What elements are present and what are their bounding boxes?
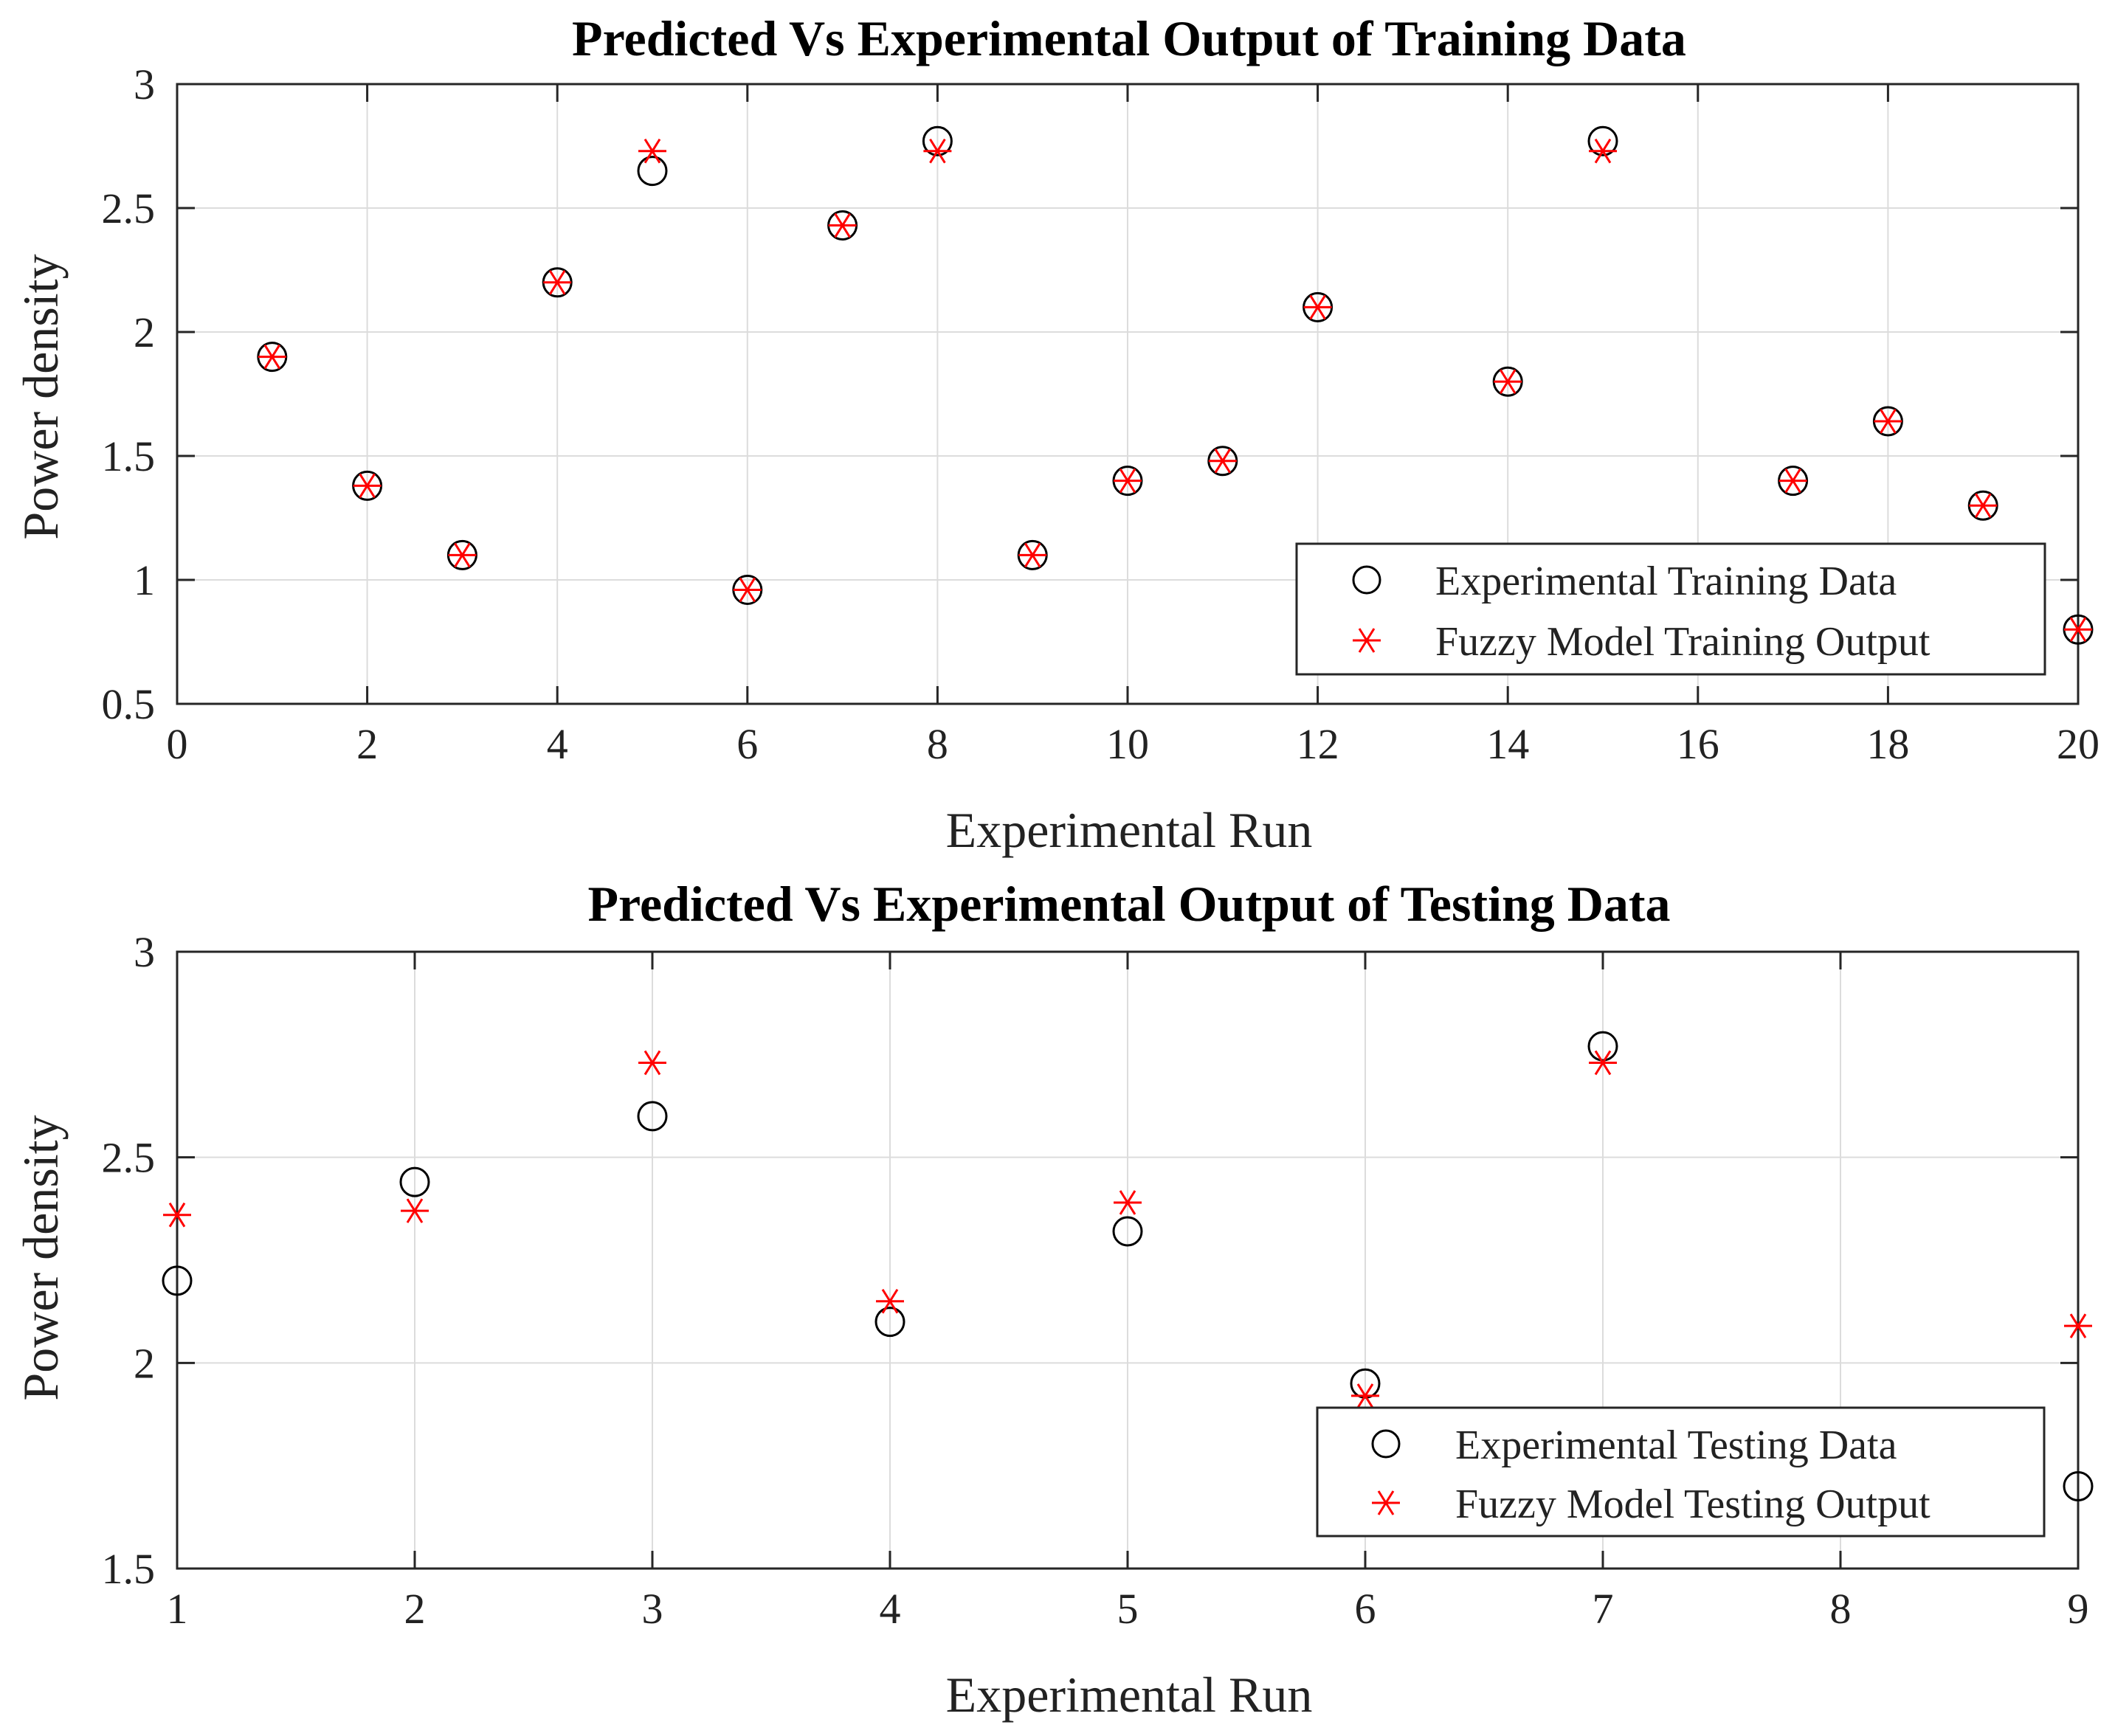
experimental-point	[637, 1101, 668, 1132]
x-tick-label: 9	[2068, 1585, 2089, 1633]
x-tick-label: 10	[1106, 720, 1149, 768]
fuzzy-model-point	[876, 1288, 904, 1314]
experimental-point	[2063, 1471, 2094, 1502]
x-axis-label: Experimental Run	[946, 1667, 1313, 1723]
experimental-point	[637, 156, 668, 187]
legend-asterisk-marker	[1353, 628, 1381, 653]
fuzzy-model-point	[1018, 542, 1047, 568]
x-tick-label: 1	[167, 1585, 188, 1633]
fuzzy-model-point	[163, 1202, 191, 1228]
legend: Experimental Testing Data Fuzzy Model Te…	[1316, 1406, 2046, 1538]
fuzzy-model-point	[1494, 369, 1522, 394]
x-tick-label: 2	[404, 1585, 426, 1633]
x-tick-label: 16	[1677, 720, 1719, 768]
fuzzy-model-point	[353, 473, 382, 499]
y-tick-label: 3	[134, 60, 155, 108]
x-tick-label: 14	[1486, 720, 1529, 768]
experimental-point	[1587, 1031, 1618, 1062]
experimental-point	[1112, 1216, 1143, 1247]
x-tick-label: 3	[642, 1585, 663, 1633]
legend-box	[1316, 1406, 2046, 1538]
fuzzy-model-point	[1114, 468, 1142, 494]
legend-label-experimental: Experimental Training Data	[1435, 559, 1897, 604]
y-tick-label: 0.5	[102, 680, 156, 728]
y-axis-label: Power density	[13, 1115, 69, 1400]
plot-frame	[176, 83, 2080, 705]
fuzzy-model-point	[1303, 294, 1332, 320]
fuzzy-model-point	[828, 212, 857, 238]
fuzzy-model-point	[543, 270, 572, 295]
fuzzy-model-point	[1114, 1190, 1142, 1215]
x-tick-label: 20	[2057, 720, 2100, 768]
legend-label-fuzzy: Fuzzy Model Testing Output	[1455, 1481, 1931, 1527]
fuzzy-model-point	[1208, 448, 1237, 474]
fuzzy-model-point	[2064, 1313, 2092, 1338]
y-tick-label: 1.5	[102, 432, 156, 480]
y-tick-label: 2	[134, 1339, 155, 1387]
experimental-point	[1587, 125, 1618, 156]
legend: Experimental Training Data Fuzzy Model T…	[1295, 542, 2046, 676]
legend-box	[1295, 542, 2046, 676]
fuzzy-model-point	[923, 138, 952, 164]
x-tick-label: 0	[167, 720, 188, 768]
x-tick-label: 6	[736, 720, 758, 768]
x-tick-label: 6	[1355, 1585, 1376, 1633]
x-tick-label: 8	[1830, 1585, 1852, 1633]
chart-title: Predicted Vs Experimental Output of Test…	[587, 876, 1670, 932]
fuzzy-model-point	[401, 1198, 429, 1223]
x-tick-label: 8	[927, 720, 948, 768]
fuzzy-model-point	[1969, 493, 1998, 518]
fuzzy-model-point	[448, 542, 477, 568]
fuzzy-model-point	[2064, 617, 2092, 642]
y-tick-label: 2	[134, 308, 155, 356]
legend-circle-marker	[1371, 1429, 1401, 1459]
x-tick-label: 4	[880, 1585, 901, 1633]
x-tick-label: 2	[356, 720, 378, 768]
fuzzy-model-point	[1589, 138, 1617, 164]
legend-label-fuzzy: Fuzzy Model Training Output	[1435, 619, 1931, 665]
y-tick-label: 3	[134, 928, 155, 976]
legend-circle-marker	[1352, 565, 1381, 595]
fuzzy-model-point	[638, 1050, 666, 1076]
experimental-point	[399, 1166, 430, 1197]
fuzzy-model-point	[1589, 1050, 1617, 1076]
x-axis-label: Experimental Run	[946, 802, 1313, 858]
legend-label-experimental: Experimental Testing Data	[1455, 1422, 1897, 1468]
x-tick-label: 5	[1117, 1585, 1139, 1633]
fuzzy-model-point	[733, 577, 762, 603]
y-tick-label: 1	[134, 556, 155, 604]
fuzzy-model-point	[1874, 409, 1902, 434]
x-tick-label: 4	[547, 720, 568, 768]
y-axis-label: Power density	[13, 254, 69, 539]
x-tick-label: 18	[1866, 720, 1909, 768]
experimental-point	[874, 1307, 905, 1338]
legend-asterisk-marker	[1372, 1490, 1400, 1515]
testing-chart: Predicted Vs Experimental Output of Test…	[13, 876, 2094, 1723]
plot-frame	[176, 950, 2080, 1570]
x-tick-label: 7	[1593, 1585, 1614, 1633]
y-tick-label: 2.5	[102, 184, 156, 232]
x-tick-label: 12	[1297, 720, 1339, 768]
experimental-point	[922, 125, 953, 156]
fuzzy-model-point	[258, 344, 286, 370]
fuzzy-model-point	[1778, 468, 1807, 494]
y-tick-label: 1.5	[102, 1545, 156, 1593]
chart-title: Predicted Vs Experimental Output of Trai…	[572, 10, 1686, 66]
experimental-point	[162, 1265, 193, 1296]
training-chart: Predicted Vs Experimental Output of Trai…	[13, 10, 2100, 858]
fuzzy-model-point	[638, 138, 666, 164]
fuzzy-model-point	[1351, 1383, 1379, 1408]
y-tick-label: 2.5	[102, 1134, 156, 1182]
